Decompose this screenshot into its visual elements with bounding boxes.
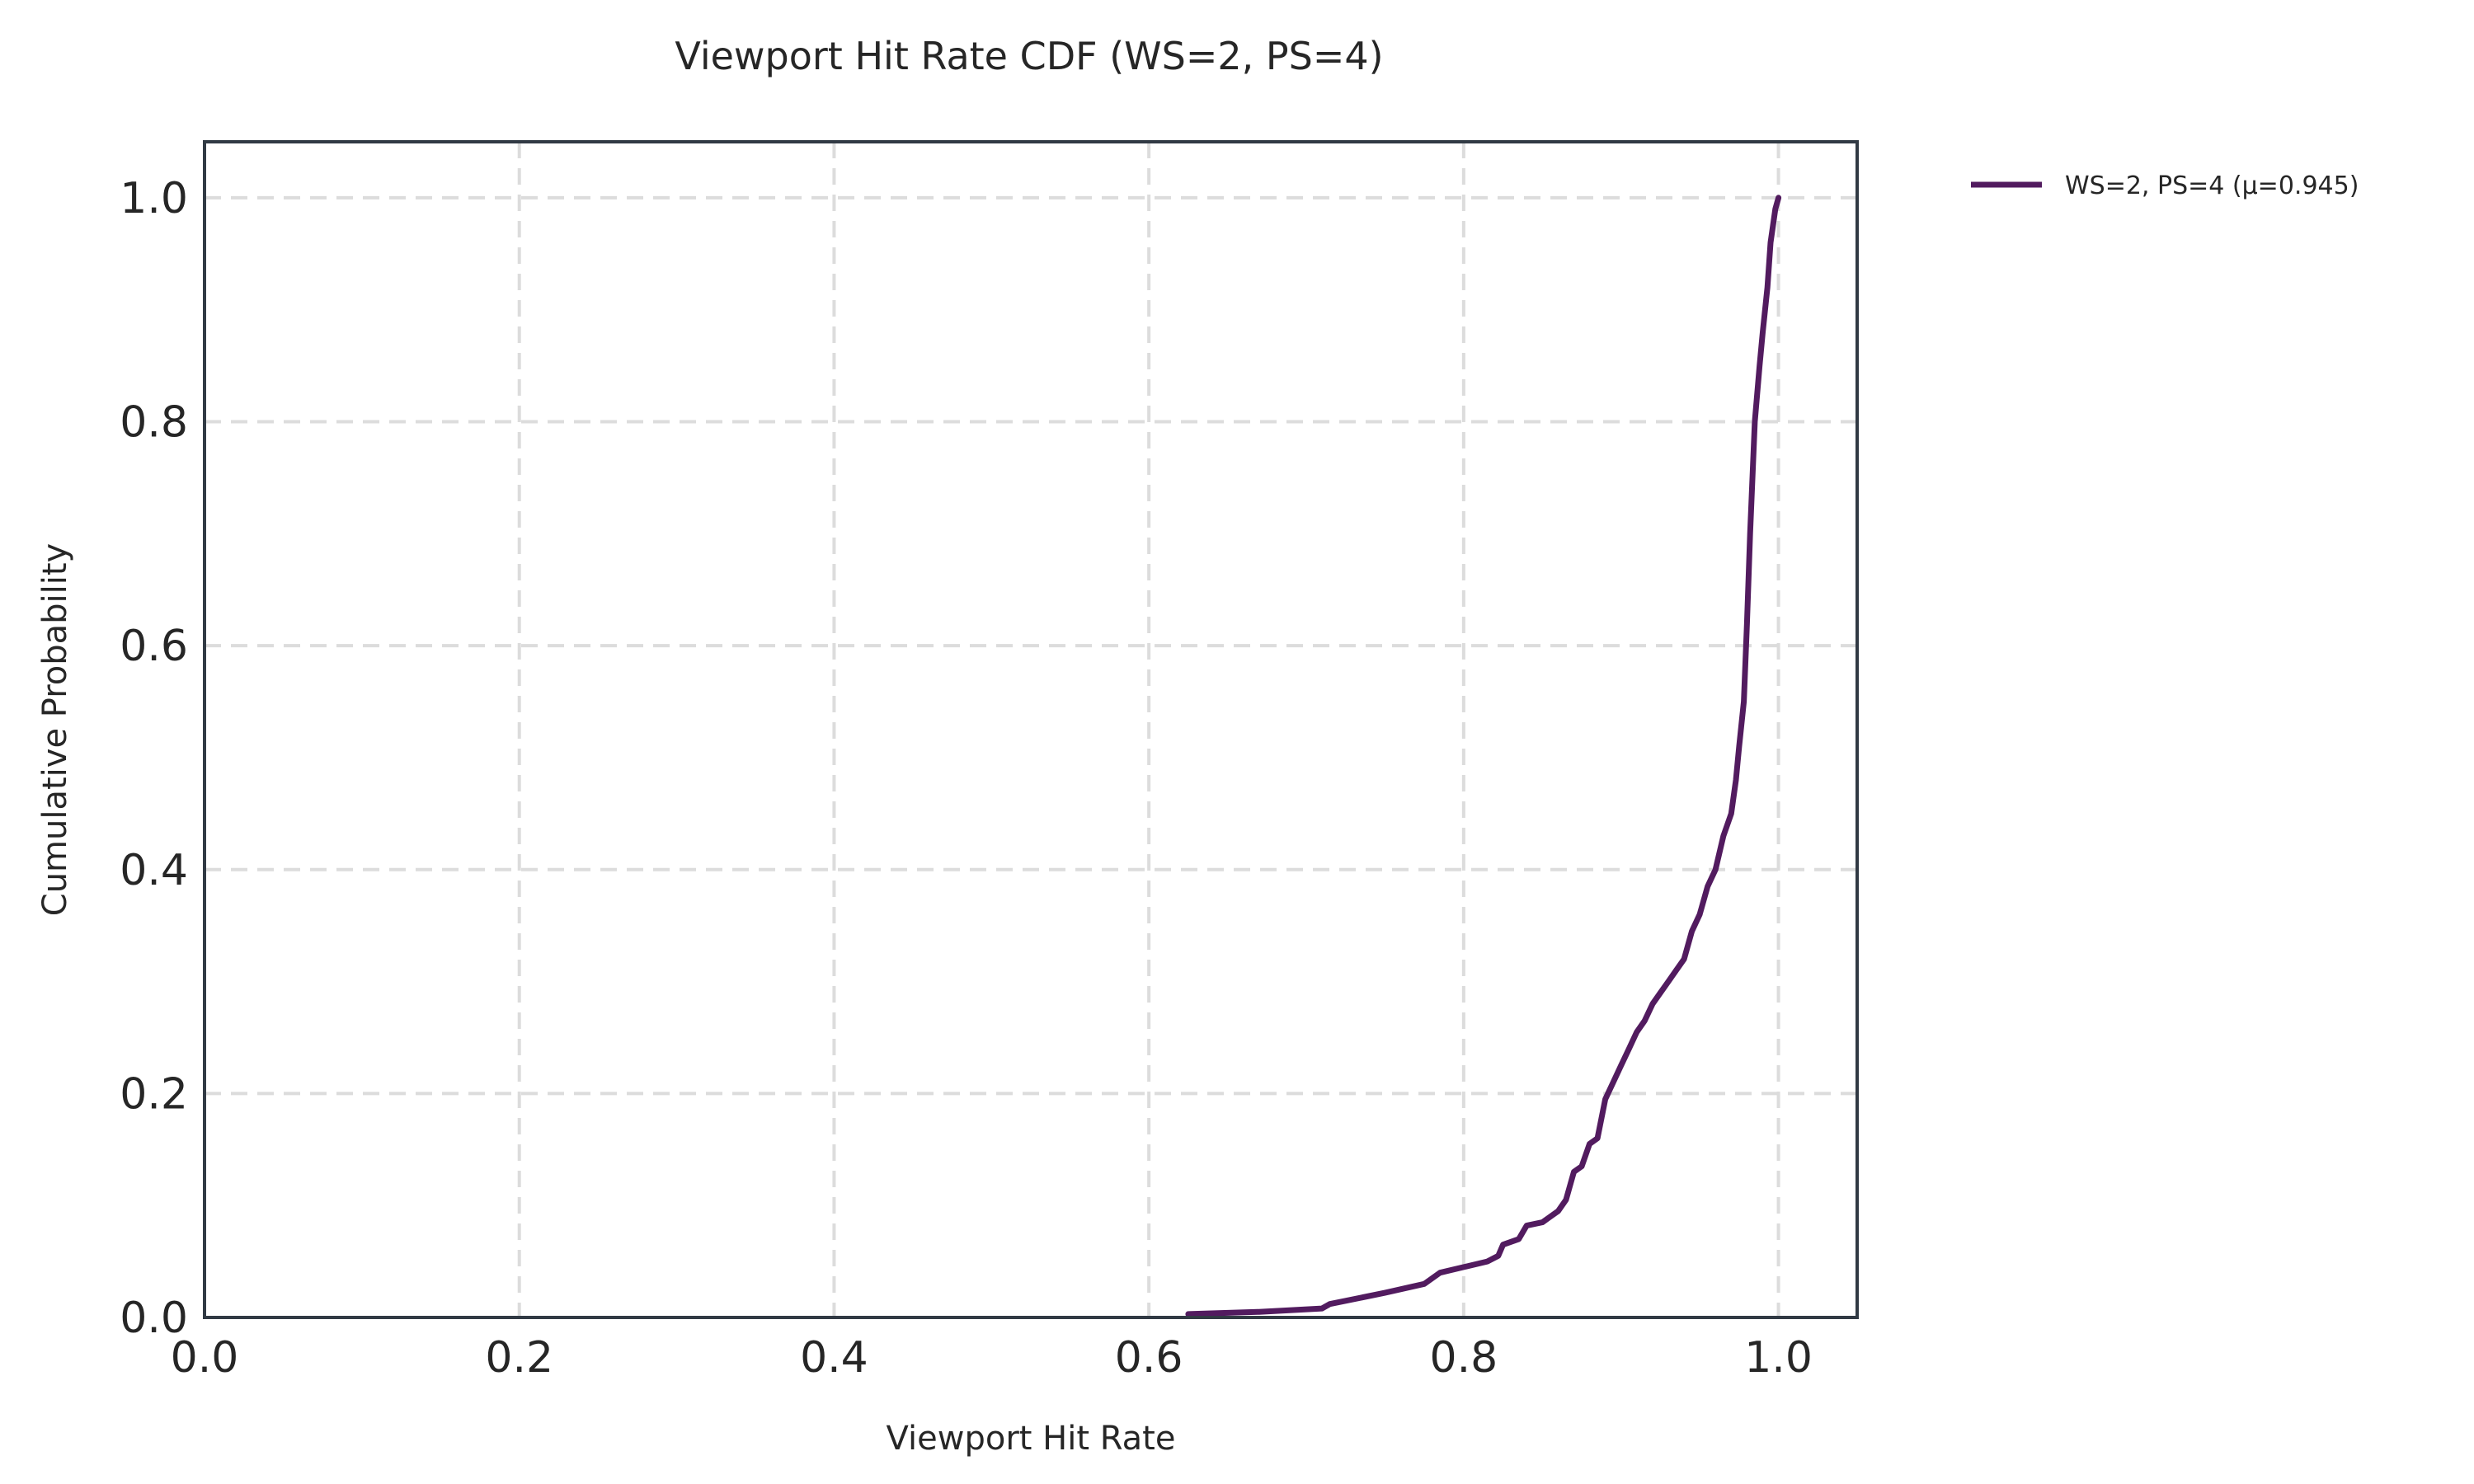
x-tick-label: 0.4 (800, 1333, 868, 1383)
x-ticks: 0.0 0.2 0.4 0.6 0.8 1.0 (171, 1333, 1813, 1383)
y-tick-label: 0.2 (120, 1069, 188, 1119)
series-line (1185, 195, 1782, 1317)
x-tick-label: 0.0 (171, 1333, 239, 1383)
y-ticks: 0.0 0.2 0.4 0.6 0.8 1.0 (120, 174, 188, 1343)
x-tick-label: 1.0 (1744, 1333, 1813, 1383)
y-tick-label: 0.4 (120, 846, 188, 895)
legend: WS=2, PS=4 (μ=0.945) (1971, 171, 2359, 200)
y-tick-label: 0.8 (120, 398, 188, 448)
x-axis-label: Viewport Hit Rate (887, 1420, 1176, 1458)
x-tick-label: 0.6 (1115, 1333, 1183, 1383)
series-lines (1185, 195, 1782, 1317)
chart-title: Viewport Hit Rate CDF (WS=2, PS=4) (675, 34, 1383, 78)
y-tick-label: 0.0 (120, 1294, 188, 1343)
legend-label: WS=2, PS=4 (μ=0.945) (2065, 171, 2359, 200)
plot-frame (203, 140, 1859, 1319)
y-tick-label: 0.6 (120, 622, 188, 671)
x-tick-label: 0.2 (485, 1333, 553, 1383)
y-tick-label: 1.0 (120, 174, 188, 223)
grid (203, 142, 1857, 1319)
x-tick-label: 0.8 (1430, 1333, 1498, 1383)
y-axis-label: Cumulative Probability (36, 543, 74, 916)
